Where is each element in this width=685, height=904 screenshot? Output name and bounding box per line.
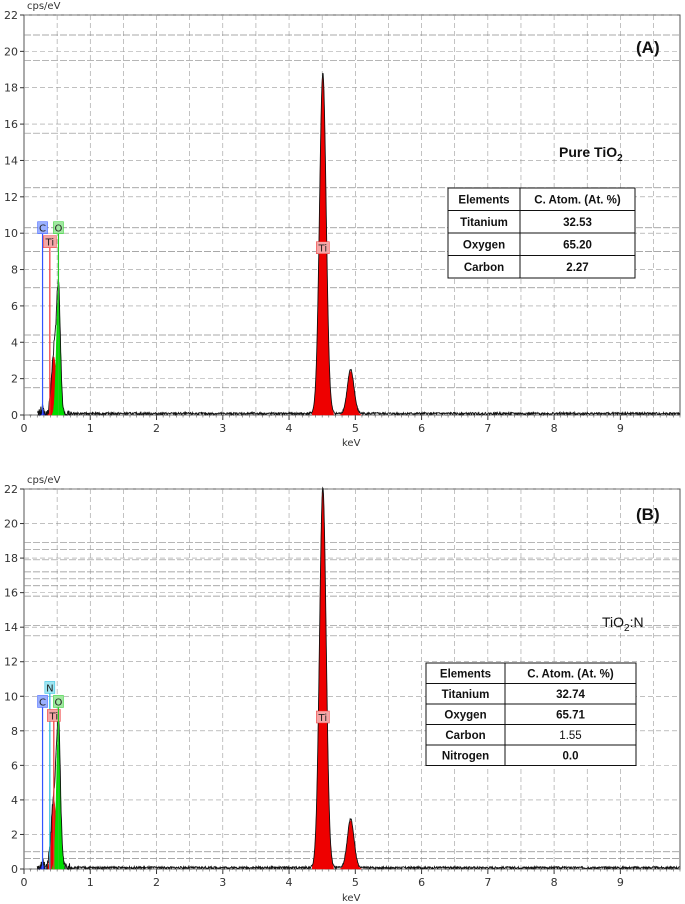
table-header-cell: Elements [440,668,491,680]
x-tick-label: 4 [286,422,293,435]
y-axis-label-b: cps/eV [27,475,61,486]
composition-table-a: Elements C. Atom. (At. %) Titanium 32.53 Oxy… [447,187,636,279]
y-tick-label: 2 [11,373,18,386]
y-tick-label: 8 [11,725,18,738]
x-tick-label: 0 [21,422,28,435]
table-header-cell: C. Atom. (At. %) [527,668,614,680]
marker-box-ti [43,235,57,248]
table-cell: 65.71 [556,709,585,721]
table-cell: 2.27 [566,262,588,274]
marker-label-n: N [46,683,53,694]
table-frame [425,662,637,766]
marker-box-n [44,681,56,694]
x-tick-label: 3 [219,422,226,435]
x-axis-label-b: keV [342,893,361,904]
y-tick-label: 2 [11,828,18,841]
table-cell: 32.53 [563,217,592,229]
y-tick-label: 18 [4,552,18,565]
table-header-cell: C. Atom. (At. %) [534,194,621,206]
marker-label-ti: Ti [45,238,55,249]
sample-name-a: Pure TiO2 [559,144,623,164]
x-tick-label: 3 [219,876,226,889]
y-tick-label: 14 [4,621,18,634]
composition-table-b: Elements C. Atom. (At. %) Titanium 32.74 Oxy… [425,662,637,766]
x-tick-label: 6 [418,876,425,889]
x-tick-label: 5 [352,422,359,435]
marker-box-c [37,695,48,708]
table-cell: 32.74 [556,689,585,701]
x-tick-label: 8 [551,422,558,435]
x-tick-label: 0 [21,876,28,889]
y-tick-label: 0 [11,863,18,876]
y-tick-label: 10 [4,690,18,703]
table-header-cell: Elements [458,194,509,206]
marker-label-ti: Ti [318,244,328,255]
marker-box-ti [316,710,330,724]
table-cell: 1.55 [559,730,581,742]
x-tick-label: 9 [617,422,624,435]
marker-label-c: C [39,224,46,235]
x-tick-label: 2 [153,876,160,889]
marker-label-c: C [39,697,46,708]
y-tick-label: 4 [11,794,18,807]
y-axis-label-a: cps/eV [27,1,61,12]
marker-box-ti [47,709,61,722]
y-tick-label: 14 [4,154,18,167]
y-tick-label: 12 [4,656,18,669]
marker-label-o: O [55,224,63,235]
table-cell: Oxygen [463,239,505,251]
panel-label-b: (B) [636,505,660,524]
y-tick-label: 20 [4,45,18,58]
marker-label-o: O [55,697,63,708]
table-cell: Oxygen [444,709,486,721]
panel-label-a: (A) [636,38,660,57]
table-cell: Nitrogen [442,750,489,762]
spectrum-trace-a [37,72,681,417]
x-tick-label: 6 [418,422,425,435]
y-tick-label: 6 [11,300,18,313]
y-tick-label: 4 [11,336,18,349]
y-tick-label: 6 [11,759,18,772]
x-tick-label: 1 [87,876,94,889]
y-tick-label: 8 [11,264,18,277]
y-tick-label: 0 [11,409,18,422]
table-cell: Carbon [464,262,504,274]
x-tick-label: 2 [153,422,160,435]
marker-label-ti: Ti [49,711,59,722]
marker-box-ti [316,241,330,254]
x-tick-label: 9 [617,876,624,889]
y-tick-label: 10 [4,227,18,240]
x-tick-label: 7 [484,422,491,435]
x-axis-label-a: keV [342,438,361,449]
marker-box-c [37,221,48,234]
x-tick-label: 7 [484,876,491,889]
y-tick-label: 20 [4,518,18,531]
y-tick-label: 16 [4,118,18,131]
x-tick-label: 5 [352,876,359,889]
x-tick-label: 4 [286,876,293,889]
x-tick-label: 1 [87,422,94,435]
table-cell: Titanium [460,217,508,229]
x-tick-label: 8 [551,876,558,889]
marker-box-o [53,695,64,708]
y-tick-label: 12 [4,191,18,204]
spectrum-trace-b [36,486,680,871]
table-cell: Carbon [445,730,485,742]
sample-name-b: TiO2:N [602,614,644,634]
table-cell: 65.20 [563,239,592,251]
y-tick-label: 18 [4,82,18,95]
marker-box-o [53,221,64,234]
y-tick-label: 22 [4,9,18,22]
table-cell: 0.0 [563,750,579,762]
table-cell: Titanium [442,689,490,701]
marker-label-ti: Ti [318,713,328,724]
y-tick-label: 16 [4,587,18,600]
y-tick-label: 22 [4,483,18,496]
